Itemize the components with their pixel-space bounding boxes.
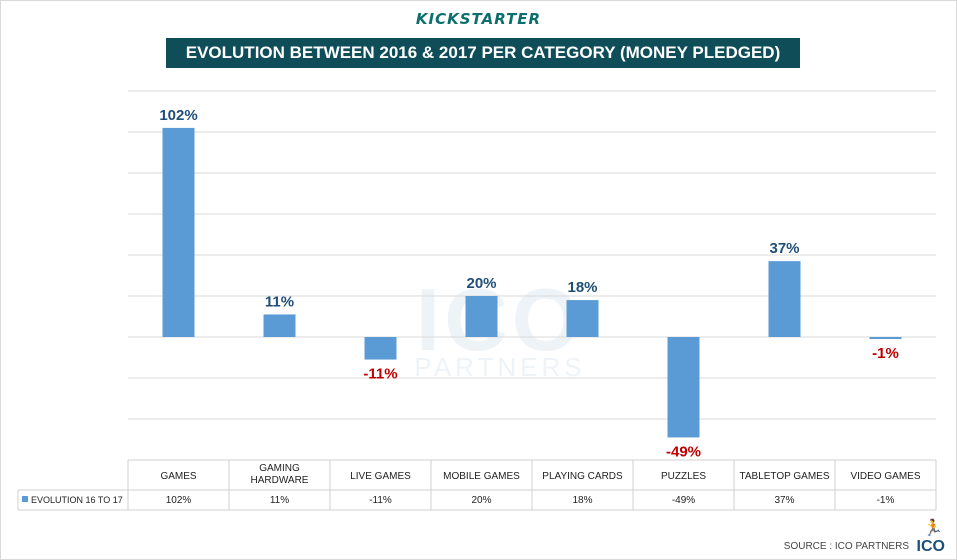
category-label: GAMES (160, 471, 196, 482)
table-value: -11% (369, 495, 392, 506)
category-label: PLAYING CARDS (542, 471, 623, 482)
data-label: -1% (872, 345, 899, 362)
data-label: 18% (567, 279, 597, 296)
bar (869, 337, 902, 340)
category-label: HARDWARE (251, 475, 309, 486)
data-label: 11% (265, 293, 294, 310)
table-value: 11% (270, 495, 289, 506)
table-value: -1% (877, 495, 895, 506)
series-name: EVOLUTION 16 TO 17 (31, 495, 123, 505)
bar (667, 337, 700, 438)
table-value: -49% (672, 495, 695, 506)
running-man-icon: 🏃 (923, 520, 943, 537)
legend-square-icon (22, 496, 28, 502)
table-value: 37% (774, 495, 794, 506)
table-value: 18% (572, 495, 592, 506)
brand-logo: KICKSTARTER (415, 10, 542, 28)
category-label: PUZZLES (661, 471, 706, 482)
category-label: VIDEO GAMES (850, 471, 920, 482)
table-value: 102% (166, 495, 192, 506)
category-label: MOBILE GAMES (443, 471, 520, 482)
table-value: 20% (471, 495, 491, 506)
data-label: 20% (466, 275, 496, 292)
category-label: GAMING (259, 463, 300, 474)
bar (465, 296, 498, 337)
category-label: LIVE GAMES (350, 471, 411, 482)
data-label: -11% (363, 366, 397, 383)
bar (566, 300, 599, 337)
bar (768, 261, 801, 337)
data-label: -49% (666, 443, 701, 460)
bar (364, 337, 397, 360)
chart-title: EVOLUTION BETWEEN 2016 & 2017 PER CATEGO… (166, 38, 800, 68)
bar (162, 127, 195, 338)
ico-logo: ICO (916, 538, 945, 555)
category-label: TABLETOP GAMES (739, 471, 829, 482)
data-label: 37% (769, 240, 799, 257)
bar (263, 314, 296, 337)
data-label: 102% (159, 107, 197, 124)
source-note: SOURCE : ICO PARTNERS (783, 541, 909, 552)
